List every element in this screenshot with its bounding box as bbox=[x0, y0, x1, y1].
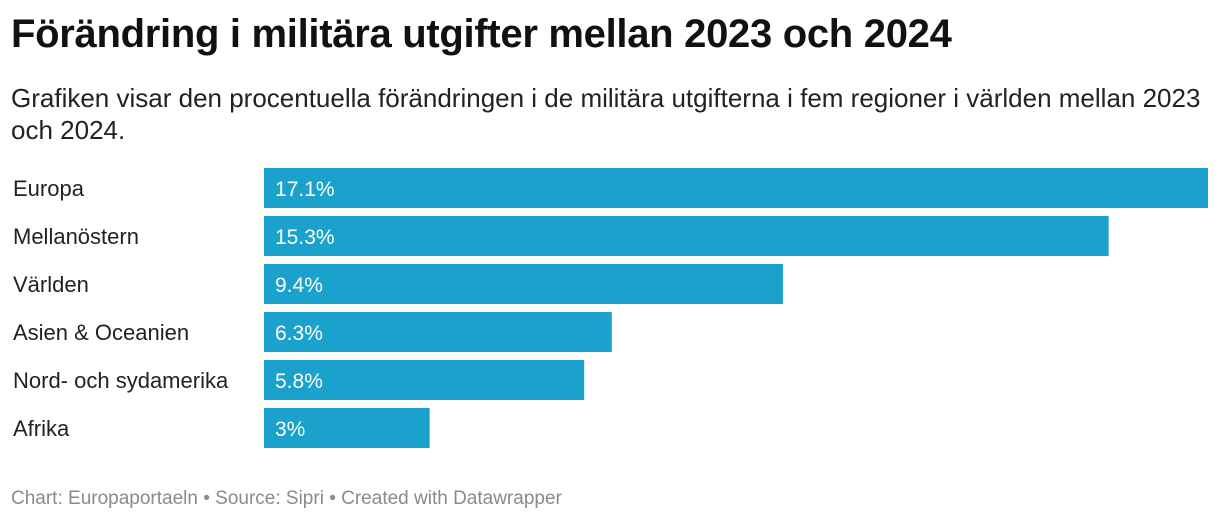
value-label-varlden: 9.4% bbox=[275, 274, 323, 297]
category-label-afrika: Afrika bbox=[13, 416, 70, 441]
bar-varlden bbox=[264, 264, 783, 304]
bar-nord-och-sydamerika bbox=[264, 360, 585, 400]
category-label-mellanostern: Mellanöstern bbox=[13, 224, 139, 249]
value-label-mellanostern: 15.3% bbox=[275, 226, 335, 249]
bar-chart: Europa 17.1% Mellanöstern 15.3% Världen 9.4% A… bbox=[13, 168, 1208, 448]
category-label-europa: Europa bbox=[13, 176, 85, 201]
value-label-europa: 17.1% bbox=[275, 178, 335, 201]
bar-afrika bbox=[264, 408, 430, 448]
category-label-nord-och-sydamerika: Nord- och sydamerika bbox=[13, 368, 229, 393]
bar-europa bbox=[264, 168, 1208, 208]
category-label-asien-oceanien: Asien & Oceanien bbox=[13, 320, 189, 345]
chart-footer: Chart: Europaportaeln • Source: Sipri • … bbox=[11, 488, 562, 509]
value-label-asien-oceanien: 6.3% bbox=[275, 322, 323, 345]
value-label-afrika: 3% bbox=[275, 418, 305, 441]
bar-mellanostern bbox=[264, 216, 1109, 256]
chart-subtitle: Grafiken visar den procentuella förändri… bbox=[11, 83, 1201, 145]
category-label-varlden: Världen bbox=[13, 272, 89, 297]
chart-title: Förändring i militära utgifter mellan 20… bbox=[11, 12, 952, 56]
value-label-nord-och-sydamerika: 5.8% bbox=[275, 370, 323, 393]
bar-asien-oceanien bbox=[264, 312, 612, 352]
